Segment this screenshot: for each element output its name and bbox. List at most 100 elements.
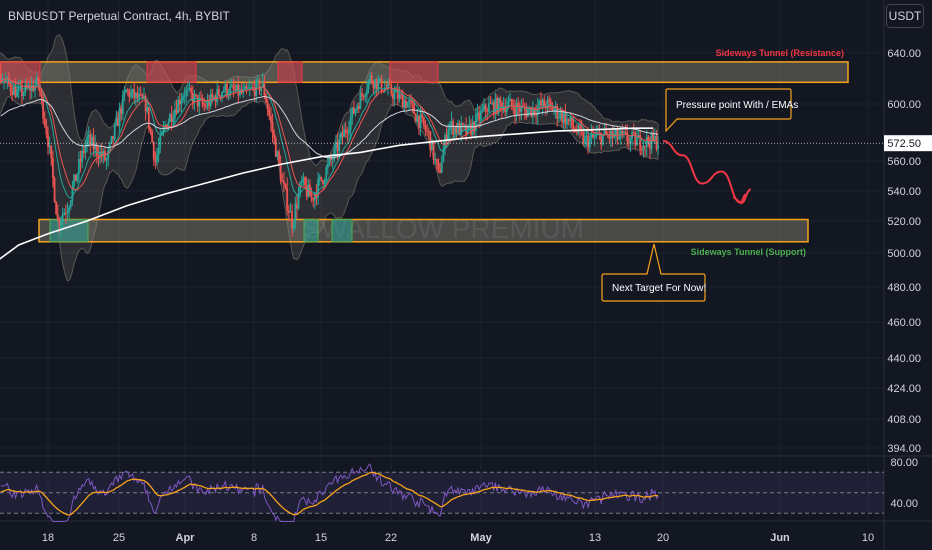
candle-body [403, 100, 406, 108]
candle-body [429, 131, 432, 151]
candle-body [483, 104, 485, 110]
candle-body [575, 131, 578, 133]
candle-body [73, 174, 75, 187]
candle-body [97, 155, 100, 159]
candle-body [440, 162, 443, 173]
candle-body [341, 132, 344, 138]
candle-body [48, 145, 51, 147]
support-touch-box [303, 219, 319, 243]
candle-body [69, 200, 72, 208]
candle-body [499, 98, 502, 103]
candle-body [379, 78, 381, 82]
candle-body [162, 127, 165, 133]
callout-target-text: Next Target For Now! [612, 283, 706, 294]
candle-body [227, 94, 230, 96]
candle-body [64, 212, 67, 214]
candle-body [380, 78, 383, 92]
candle-body [216, 88, 219, 102]
candle-body [152, 142, 155, 160]
candle-body [392, 94, 394, 99]
candle-body [354, 109, 357, 114]
candle-body [185, 89, 188, 96]
time-tick-label: Jun [770, 532, 790, 544]
candle-body [178, 99, 181, 105]
candle-body [619, 131, 622, 137]
rsi-tick-label: 80.00 [890, 457, 918, 469]
candle-body [474, 114, 477, 132]
candle-body [200, 97, 202, 99]
candle-body [17, 87, 20, 90]
candle-body [444, 135, 446, 150]
candle-body [191, 93, 194, 103]
candle-body [343, 129, 346, 138]
candle-body [0, 73, 2, 83]
candle-body [159, 135, 162, 148]
candle-body [121, 94, 124, 114]
candle-body [323, 180, 326, 185]
candle-body [479, 111, 482, 121]
candle-body [458, 123, 461, 136]
last-price-label: 572.50 [887, 138, 921, 150]
candle-body [172, 118, 175, 123]
candle-body [239, 89, 241, 96]
candle-body [112, 135, 114, 140]
time-tick-label: 22 [385, 532, 397, 544]
candle-body [603, 129, 606, 135]
candle-body [413, 103, 415, 114]
candle-body [632, 132, 635, 133]
time-tick-label: 18 [42, 532, 54, 544]
candle-body [265, 95, 267, 103]
candle-body [579, 125, 581, 129]
candle-body [335, 142, 337, 148]
candle-body [94, 144, 97, 150]
candle-body [305, 185, 308, 197]
candle-body [639, 135, 642, 150]
candle-body [448, 125, 451, 130]
candle-body [538, 100, 541, 107]
candle-body [175, 109, 178, 113]
candle-body [243, 86, 246, 90]
price-tick-label: 424.00 [887, 383, 921, 395]
candle-body [12, 86, 15, 95]
candle-body [76, 173, 79, 182]
candle-body [439, 169, 442, 173]
candle-body [68, 207, 71, 213]
candle-body [154, 159, 157, 162]
candle-body [359, 93, 362, 109]
candle-body [387, 83, 389, 89]
rsi-line [0, 463, 659, 522]
candle-body [349, 117, 352, 131]
candle-body [518, 107, 521, 112]
candle-body [652, 132, 655, 140]
candle-body [540, 100, 542, 106]
candle-body [91, 136, 93, 145]
candle-body [291, 211, 293, 229]
candle-body [614, 129, 617, 135]
candle-body [549, 101, 552, 105]
candle-body [649, 143, 651, 150]
candle-body [642, 145, 645, 151]
candle-body [390, 84, 393, 95]
candle-body [283, 181, 285, 184]
candle-body [572, 125, 575, 129]
candle-body [623, 131, 625, 133]
currency-button[interactable]: USDT [886, 4, 924, 28]
candle-body [281, 181, 284, 183]
resistance-touch-box [146, 61, 197, 83]
candle-body [312, 197, 315, 201]
candle-body [56, 214, 59, 220]
candle-body [58, 219, 61, 226]
price-tick-label: 500.00 [887, 248, 921, 260]
candle-body [81, 150, 84, 163]
candle-body [130, 92, 132, 98]
candle-body [491, 102, 494, 104]
time-tick-label: 8 [251, 532, 257, 544]
candle-body [325, 167, 328, 181]
price-tick-label: 460.00 [887, 317, 921, 329]
candle-body [388, 83, 391, 85]
candle-body [561, 111, 564, 123]
time-tick-label: Apr [176, 532, 196, 544]
candle-body [409, 99, 412, 101]
candle-body [370, 75, 373, 83]
